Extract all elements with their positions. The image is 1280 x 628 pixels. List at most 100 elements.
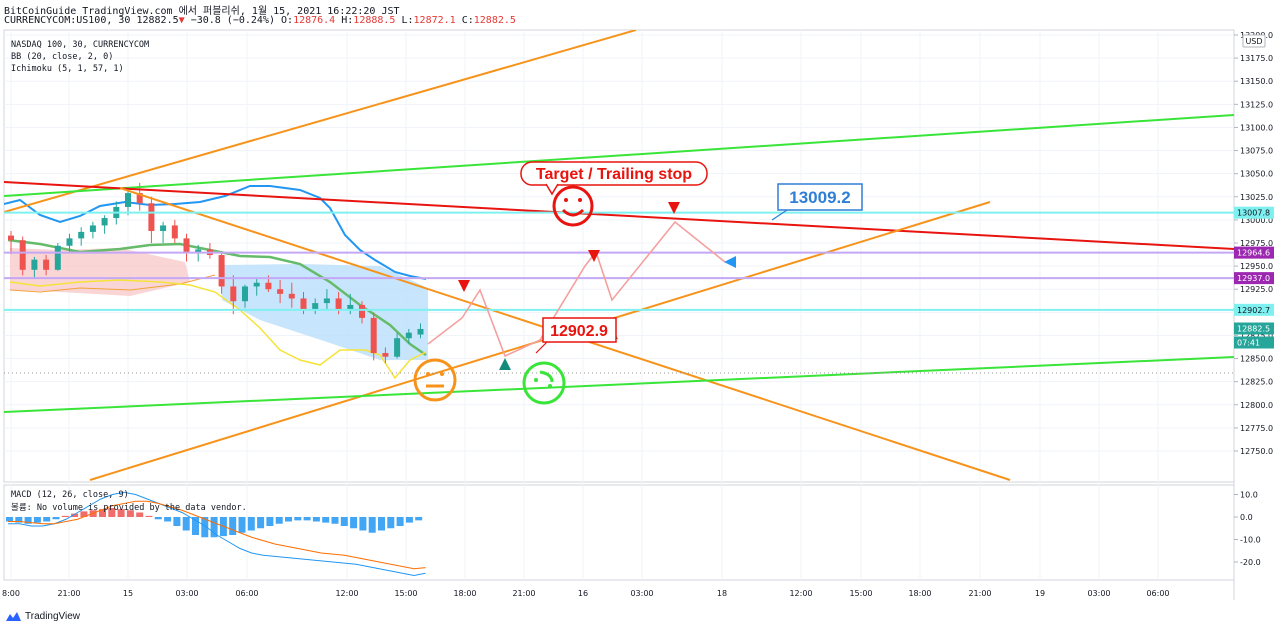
main-pane [3, 29, 1235, 483]
macd-histogram-bar [285, 517, 292, 522]
y-tick-label: 12750.0 [1240, 447, 1273, 456]
x-tick-label: 06:00 [235, 589, 258, 598]
candle-body [323, 298, 330, 304]
price-label-text: 12937.0 [1237, 274, 1270, 283]
x-tick-label: 03:00 [175, 589, 198, 598]
y-tick-label: 13000.0 [1240, 216, 1273, 225]
macd-histogram-bar [275, 517, 283, 524]
macd-histogram-bar [108, 508, 116, 517]
macd-line [8, 491, 426, 577]
bb-legend: BB (20, close, 2, 0) [11, 52, 113, 62]
candles [8, 182, 424, 364]
x-tick-label: 21:00 [57, 589, 80, 598]
candle-body [195, 249, 202, 253]
tradingview-brand: TradingView [25, 610, 81, 622]
tenkan-line [9, 279, 427, 380]
macd-histogram-bar [359, 517, 367, 531]
macd-tick-label: 10.0 [1240, 491, 1258, 500]
y-tick-label: 12825.0 [1240, 378, 1273, 387]
left-arrow-icon [724, 256, 736, 268]
volume-note: 볼륨: No volume is provided by the data ve… [11, 502, 247, 513]
candle-body [89, 225, 96, 232]
trend-lines [4, 30, 1234, 481]
y-tick-label: 13025.0 [1240, 193, 1273, 202]
high-label: H: [341, 15, 354, 26]
macd-histogram-bar [136, 512, 144, 517]
macd-axis: 10.0 0.0 -10.0 -20.0 [1234, 491, 1261, 567]
green-upper-trendline [4, 114, 1234, 197]
macd-histogram-bar [368, 517, 376, 533]
macd-indicator [6, 491, 426, 577]
macd-histogram-bar [247, 517, 255, 531]
x-tick-label: 03:00 [630, 589, 653, 598]
macd-legend: MACD (12, 26, close, 9) [11, 490, 129, 500]
macd-histogram-bar [266, 517, 274, 526]
macd-histogram-bar [201, 517, 209, 538]
candle-body [43, 259, 50, 270]
price-label-text: 13007.8 [1237, 209, 1270, 218]
down-arrow-icon [588, 250, 600, 262]
x-tick-label: 21:00 [512, 589, 535, 598]
green-lower-trendline [4, 356, 1234, 413]
price-label-box [1234, 336, 1274, 349]
candle-body [242, 286, 248, 302]
candle-body [277, 289, 284, 294]
macd-histogram-bar [257, 517, 265, 529]
tradingview-logo[interactable]: TradingView [4, 609, 80, 623]
y-tick-label: 12775.0 [1240, 424, 1273, 433]
macd-histogram-bar [238, 517, 246, 533]
horizontal-levels [4, 211, 1234, 311]
macd-histogram-bar [405, 517, 413, 523]
y-tick-label: 13100.0 [1240, 123, 1273, 132]
signal-line [8, 500, 426, 570]
neutral-smiley-icon [413, 358, 457, 402]
x-tick-label: 21:00 [968, 589, 991, 598]
open-label: O: [281, 15, 294, 26]
macd-histogram-bar [33, 517, 41, 523]
low-label: L: [401, 15, 414, 26]
y-tick-label: 13050.0 [1240, 170, 1273, 179]
candle-body [253, 282, 260, 287]
x-tick-label: 18:00 [453, 589, 476, 598]
x-tick-label: 8:00 [2, 589, 20, 598]
currency-button[interactable]: USD [1242, 34, 1266, 48]
candle-body [136, 193, 143, 204]
macd-histogram-bar [80, 511, 88, 517]
macd-histogram-bar [6, 517, 13, 522]
close-value: 12882.5 [473, 15, 516, 26]
candle-body [171, 225, 178, 239]
down-arrow-icon: ▼ [178, 15, 185, 26]
low-value: 12872.1 [413, 15, 456, 26]
symbol-ohlc-line: CURRENCYCOM:US100, 30 12882.5▼ −30.8 (−0… [4, 15, 516, 26]
time-axis[interactable]: 8:00 21:00 15 03:00 06:00 12:00 15:00 18:00 21:0… [2, 589, 1170, 598]
y-tick-label: 12850.0 [1240, 355, 1273, 364]
macd-histogram-bar [154, 517, 162, 520]
price-label-box [1234, 272, 1274, 285]
high-value: 12888.5 [353, 15, 396, 26]
macd-histogram-bar [71, 513, 79, 517]
candle-body [359, 304, 365, 318]
tilted-smiley-icon [522, 361, 566, 405]
grid [4, 30, 1234, 580]
candle-body [218, 255, 225, 287]
macd-histogram-bar [294, 517, 302, 521]
y-tick-label: 12875.0 [1240, 331, 1273, 340]
x-tick-label: 19 [1035, 589, 1045, 598]
macd-histogram-bar [350, 517, 358, 529]
y-tick-label: 13075.0 [1240, 147, 1273, 156]
candle-body [66, 238, 73, 246]
candle-body [148, 203, 155, 231]
price-axis[interactable]: 13200.013175.013150.013125.013100.013075… [1234, 31, 1273, 456]
indicator-lines [4, 185, 427, 380]
y-tick-label: 13175.0 [1240, 54, 1273, 63]
macd-histogram-bar [210, 517, 218, 538]
price-labels: 13007.8 12964.6 12937.0 12902.7 12882.5 07:41 [1234, 206, 1274, 349]
close-label: C: [461, 15, 474, 26]
macd-histogram-bar [164, 517, 172, 522]
candle-body [78, 231, 85, 239]
candle-body [394, 338, 401, 357]
candle-body [265, 282, 272, 290]
price-label-box [1234, 246, 1274, 259]
happy-smiley-icon [552, 185, 594, 227]
